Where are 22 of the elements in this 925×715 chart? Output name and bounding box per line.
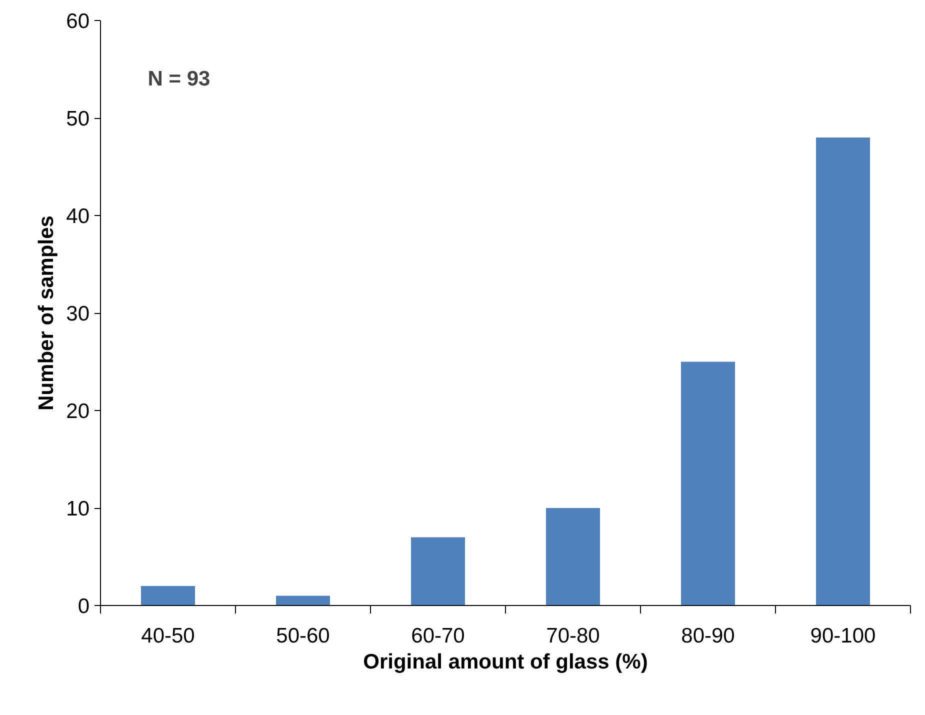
x-tick-label: 90-100 [810, 624, 876, 648]
bar [816, 138, 870, 606]
y-tick-label: 20 [66, 400, 90, 423]
x-tick-label: 70-80 [546, 624, 600, 648]
bar [411, 537, 465, 606]
x-tick-label: 50-60 [276, 624, 330, 648]
x-tick-label: 60-70 [411, 624, 465, 648]
x-tick-label: 40-50 [141, 624, 195, 648]
x-tick-label: 80-90 [681, 624, 735, 648]
bar [276, 596, 330, 606]
x-axis-title: Original amount of glass (%) [363, 650, 648, 674]
annotation: N = 93 [148, 68, 210, 90]
y-tick-label: 60 [66, 10, 90, 33]
bar [546, 508, 600, 606]
y-tick-label: 30 [66, 302, 90, 326]
y-tick-label: 0 [78, 595, 90, 618]
y-tick-label: 40 [66, 205, 90, 228]
y-axis-title: Number of samples [35, 216, 58, 410]
y-tick-label: 10 [66, 498, 90, 520]
bar [141, 586, 195, 606]
y-tick-label: 50 [66, 108, 90, 130]
bar [681, 362, 735, 606]
